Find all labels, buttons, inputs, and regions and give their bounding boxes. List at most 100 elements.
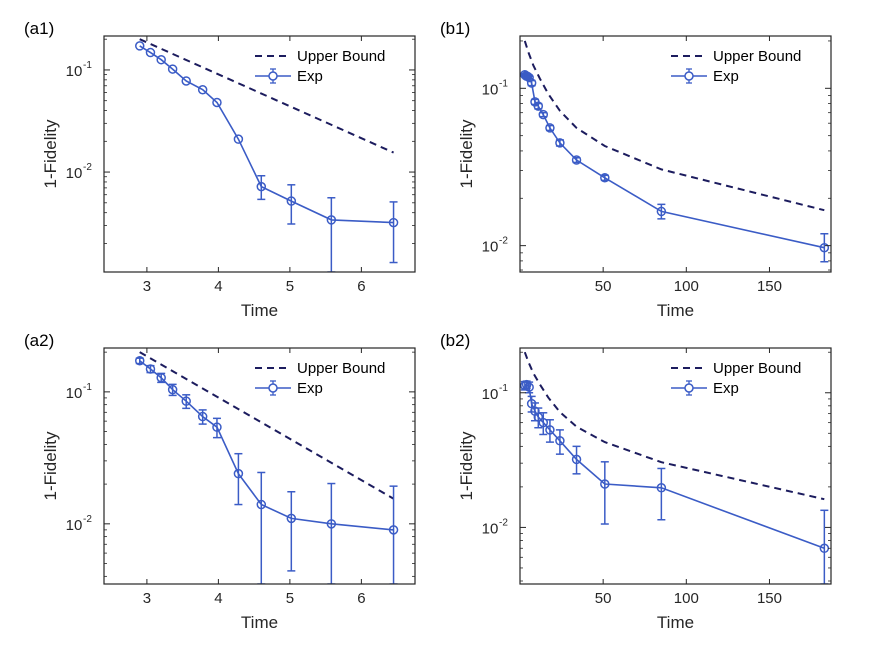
data-point xyxy=(326,519,337,529)
x-tick-label: 4 xyxy=(214,590,222,607)
y-tick-label-base: 10 xyxy=(66,517,83,534)
data-point xyxy=(134,356,145,366)
data-point xyxy=(286,196,297,206)
y-tick-label-exponent: -2 xyxy=(83,162,92,173)
x-axis-label: Time xyxy=(241,613,278,632)
data-point xyxy=(656,483,667,493)
axes-box xyxy=(519,35,832,273)
upper-bound-line xyxy=(139,351,395,500)
data-point xyxy=(326,215,337,225)
legend-exp-label: Exp xyxy=(713,68,739,85)
data-point xyxy=(819,242,830,253)
data-point xyxy=(181,396,191,406)
data-point xyxy=(526,78,537,88)
x-tick-label: 4 xyxy=(214,278,222,295)
data-point xyxy=(286,513,297,524)
x-axis-label: Time xyxy=(657,301,694,320)
data-point xyxy=(600,173,610,183)
y-axis-label: 1-Fidelity xyxy=(41,119,60,188)
data-point xyxy=(212,97,222,108)
x-tick-label: 3 xyxy=(143,278,151,295)
data-point xyxy=(538,417,549,428)
legend-upper-bound-label: Upper Bound xyxy=(297,360,385,377)
data-point xyxy=(197,84,208,95)
x-axis-label: Time xyxy=(657,613,694,632)
y-tick-label-base: 10 xyxy=(482,239,499,256)
x-tick-label: 50 xyxy=(595,278,612,295)
y-axis-label: 1-Fidelity xyxy=(457,119,476,188)
exp-line xyxy=(139,360,394,531)
data-point xyxy=(533,412,544,422)
x-tick-label: 3 xyxy=(143,590,151,607)
data-point xyxy=(181,76,191,86)
axes-box xyxy=(519,347,832,585)
legend-exp-marker xyxy=(268,383,278,393)
data-point xyxy=(233,134,244,144)
y-tick-label-base: 10 xyxy=(482,81,499,98)
y-tick-label-exponent: -1 xyxy=(499,383,508,394)
plot-area xyxy=(134,351,399,584)
data-point xyxy=(156,372,166,383)
legend-upper-bound-label: Upper Bound xyxy=(713,48,801,65)
x-tick-label: 50 xyxy=(595,590,612,607)
data-point xyxy=(545,425,555,435)
legend-exp-label: Exp xyxy=(297,68,323,85)
y-tick-label-exponent: -1 xyxy=(83,60,92,71)
legend-exp-marker xyxy=(268,71,278,81)
axes-box xyxy=(103,35,416,273)
legend-upper-bound-label: Upper Bound xyxy=(297,48,385,65)
data-point xyxy=(167,64,178,74)
upper-bound-line xyxy=(523,351,825,501)
data-point xyxy=(524,382,534,392)
x-tick-label: 150 xyxy=(757,590,782,607)
plot-area xyxy=(520,40,830,263)
data-point xyxy=(524,72,534,83)
data-point xyxy=(545,123,555,133)
y-axis-label: 1-Fidelity xyxy=(41,431,60,500)
x-tick-label: 6 xyxy=(357,590,365,607)
x-tick-label: 5 xyxy=(286,590,294,607)
x-tick-label: 100 xyxy=(674,278,699,295)
data-point xyxy=(656,206,667,217)
data-point xyxy=(233,468,244,479)
panel-label: (a1) xyxy=(24,19,54,38)
x-tick-label: 150 xyxy=(757,278,782,295)
y-tick-label-base: 10 xyxy=(482,386,499,403)
y-tick-label-exponent: -2 xyxy=(499,236,508,247)
data-point xyxy=(145,364,156,374)
data-point xyxy=(134,41,145,51)
legend-exp-label: Exp xyxy=(713,380,739,397)
data-point xyxy=(388,525,399,535)
x-tick-label: 100 xyxy=(674,590,699,607)
data-point xyxy=(197,411,208,422)
y-tick-label-base: 10 xyxy=(66,385,83,402)
panel-label: (b1) xyxy=(440,19,470,38)
axes-box xyxy=(103,347,416,585)
legend-exp-marker xyxy=(684,383,694,393)
data-point xyxy=(521,379,532,390)
y-axis-label: 1-Fidelity xyxy=(457,431,476,500)
y-tick-label-base: 10 xyxy=(66,165,83,182)
panel-label: (b2) xyxy=(440,331,470,350)
data-point xyxy=(388,217,399,228)
data-point xyxy=(156,54,166,65)
upper-bound-line xyxy=(523,40,825,212)
data-point xyxy=(167,384,178,395)
data-point xyxy=(212,422,222,432)
y-tick-label-base: 10 xyxy=(482,520,499,537)
legend-exp-label: Exp xyxy=(297,380,323,397)
plot-area xyxy=(134,38,399,272)
panel-label: (a2) xyxy=(24,331,54,350)
plot-area xyxy=(520,351,830,584)
data-point xyxy=(145,47,156,58)
data-point xyxy=(555,138,565,148)
y-tick-label-base: 10 xyxy=(66,63,83,80)
legend-upper-bound-label: Upper Bound xyxy=(713,360,801,377)
data-point xyxy=(571,155,582,165)
data-point xyxy=(538,109,549,120)
